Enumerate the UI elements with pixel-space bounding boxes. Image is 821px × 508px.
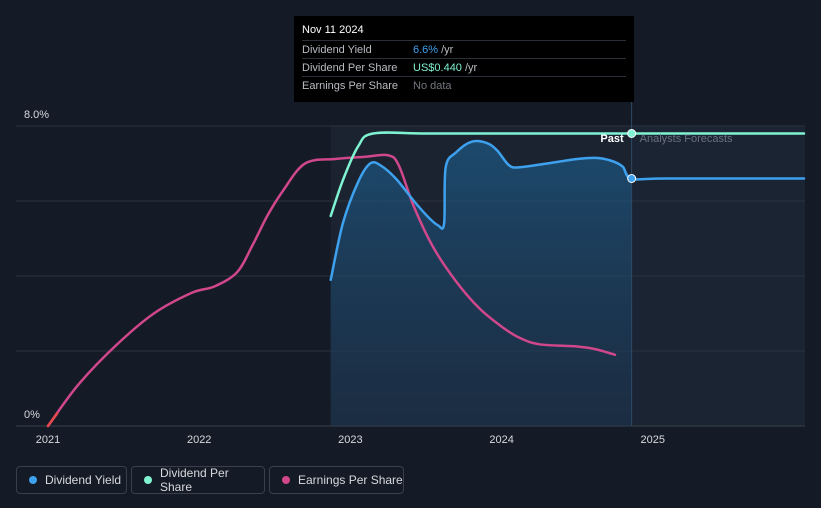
legend-dot-icon	[144, 476, 152, 484]
tooltip-value: No data	[413, 79, 452, 92]
dividend-yield-marker	[627, 174, 637, 183]
tooltip-unit: /yr	[464, 61, 478, 74]
tooltip-row-dividend-per-share: Dividend Per Share US$0.440 /yr	[302, 58, 626, 76]
series-line-earnings-per-share	[46, 153, 617, 428]
analysts-forecasts-label: Analysts Forecasts	[640, 133, 733, 145]
legend-earnings-per-share[interactable]: Earnings Per Share	[269, 466, 404, 494]
y-tick-label: 0%	[24, 409, 40, 421]
tooltip-label: Earnings Per Share	[302, 79, 398, 92]
x-tick-label: 2025	[641, 434, 665, 446]
legend-dot-icon	[29, 476, 37, 484]
tooltip-label: Dividend Per Share	[302, 61, 398, 74]
tooltip-value: US$0.440	[413, 61, 462, 74]
dividend-yield-area	[330, 141, 632, 426]
legend-dividend-yield[interactable]: Dividend Yield	[16, 466, 127, 494]
y-tick-label: 8.0%	[24, 109, 49, 121]
tooltip-row-dividend-yield: Dividend Yield 6.6% /yr	[302, 40, 626, 58]
eps-start-segment	[46, 412, 59, 428]
legend-label: Earnings Per Share	[298, 473, 403, 487]
legend-dot-icon	[282, 476, 290, 484]
legend-label: Dividend Yield	[45, 473, 122, 487]
tooltip-value: 6.6%	[413, 43, 439, 56]
legend-dividend-per-share[interactable]: Dividend Per Share	[131, 466, 265, 494]
x-tick-label: 2023	[338, 434, 362, 446]
tooltip-label: Dividend Yield	[302, 43, 372, 56]
series-line-dividend-yield	[329, 139, 806, 282]
legend-label: Dividend Per Share	[160, 466, 229, 494]
past-label: Past	[600, 133, 624, 145]
x-tick-label: 2021	[36, 434, 60, 446]
series-line-dividend-per-share	[329, 131, 806, 218]
x-tick-label: 2022	[187, 434, 211, 446]
tooltip-row-earnings-per-share: Earnings Per Share No data	[302, 76, 626, 94]
tooltip-unit: /yr	[441, 43, 454, 56]
x-tick-label: 2024	[489, 434, 513, 446]
tooltip-date: Nov 11 2024	[302, 24, 364, 36]
tooltip: Nov 11 2024 Dividend Yield 6.6% /yr Divi…	[294, 16, 634, 102]
dividend-per-share-marker	[627, 129, 637, 138]
